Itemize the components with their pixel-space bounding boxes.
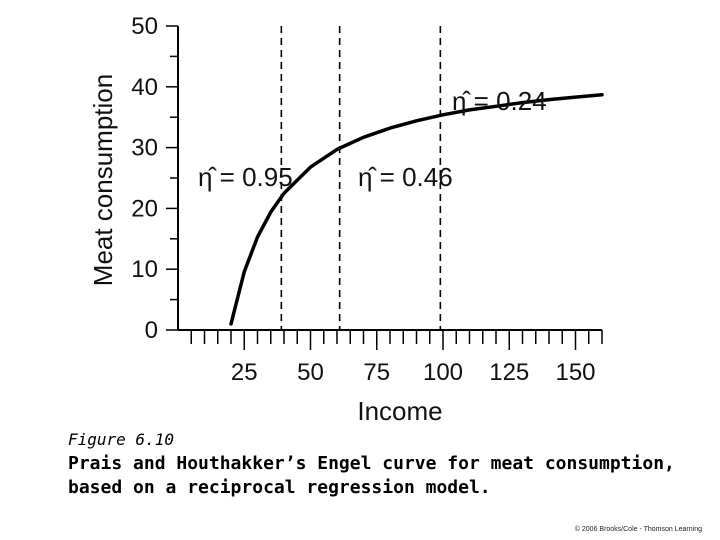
figure-label: Figure 6.10 — [68, 430, 174, 449]
x-tick-label: 75 — [363, 359, 390, 386]
x-tick-label: 100 — [423, 359, 463, 386]
y-tick-label: 50 — [131, 13, 158, 40]
curve-layer — [229, 92, 604, 326]
copyright-notice: © 2006 Brooks/Cole - Thomson Learning — [574, 526, 702, 533]
y-tick-label: 10 — [131, 256, 158, 283]
y-tick-label: 40 — [131, 74, 158, 101]
y-tick-label: 0 — [145, 317, 158, 344]
axis-titles: Income Meat consumption — [88, 74, 443, 426]
figure-caption: Prais and Houthakker’s Engel curve for m… — [68, 453, 675, 498]
x-tick-label: 25 — [231, 359, 258, 386]
elasticity-annotation: η̂ = 0.24 — [452, 86, 547, 116]
elasticity-annotation: η̂ = 0.46 — [358, 162, 453, 192]
axes: 25 50 75 100 125 150 0 10 20 30 40 50 — [131, 13, 603, 386]
x-tick-label: 125 — [489, 359, 529, 386]
engel-curve-line — [229, 92, 604, 326]
annotations: η̂ = 0.95 η̂ = 0.46 η̂ = 0.24 — [198, 86, 547, 192]
y-axis-title: Meat consumption — [88, 74, 118, 286]
elasticity-annotation: η̂ = 0.95 — [198, 162, 293, 192]
x-tick-label: 150 — [555, 359, 595, 386]
x-axis-title: Income — [357, 396, 442, 426]
reference-lines — [280, 26, 442, 330]
x-tick-label: 50 — [297, 359, 324, 386]
y-tick-label: 30 — [131, 135, 158, 162]
y-tick-label: 20 — [131, 195, 158, 222]
